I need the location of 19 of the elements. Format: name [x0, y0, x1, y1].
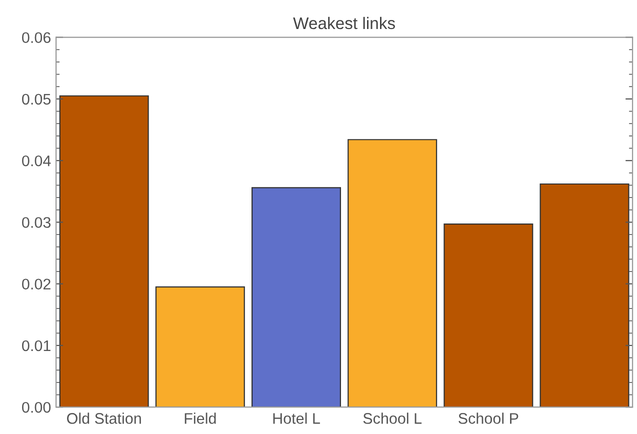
- bar: [348, 139, 438, 408]
- y-tick-label: 0.03: [22, 217, 51, 228]
- bar: [59, 95, 149, 408]
- y-tick-label: 0.00: [22, 402, 51, 413]
- bar: [155, 286, 245, 408]
- y-tick-label: 0.01: [22, 340, 50, 352]
- x-tick-label: Hotel L: [273, 412, 320, 424]
- y-tick-label: 0.02: [22, 278, 50, 290]
- bar: [540, 183, 630, 408]
- bar: [444, 224, 534, 408]
- y-tick-label: 0.04: [22, 155, 51, 166]
- x-tick-label: Old Station: [67, 412, 141, 424]
- bar: [252, 187, 342, 408]
- x-tick-label: Field: [184, 412, 216, 424]
- x-tick-label: School L: [363, 412, 422, 424]
- chart-title: Weakest links: [293, 16, 395, 30]
- y-tick-label: 0.05: [22, 94, 51, 105]
- y-tick-label: 0.06: [22, 32, 51, 44]
- x-tick-label: School P: [458, 412, 518, 424]
